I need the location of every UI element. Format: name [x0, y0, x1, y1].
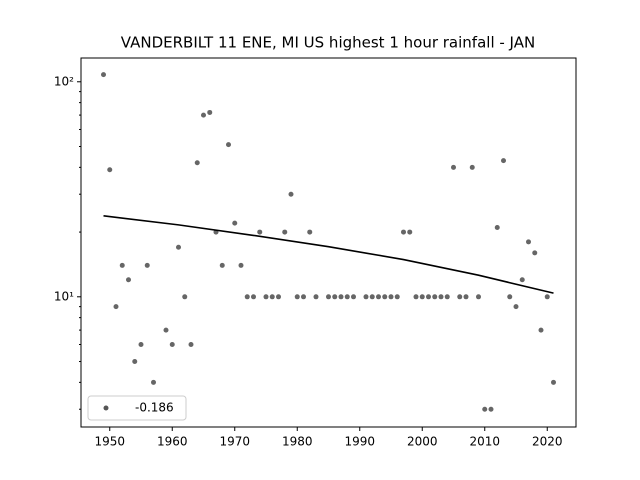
point — [207, 109, 213, 115]
point — [469, 164, 475, 170]
point — [401, 229, 406, 235]
point — [463, 294, 469, 300]
legend-box — [87, 395, 187, 421]
point — [501, 158, 506, 164]
point — [513, 304, 519, 310]
point — [119, 262, 125, 268]
plot-frame — [80, 57, 577, 428]
point — [257, 229, 263, 235]
x-tick-label: 1970 — [219, 435, 250, 449]
point — [219, 262, 225, 268]
x-tick-label: 2010 — [469, 435, 500, 449]
point — [232, 220, 238, 226]
point — [107, 167, 113, 173]
point — [438, 294, 444, 300]
point — [126, 277, 131, 283]
point — [332, 294, 338, 300]
point — [188, 341, 194, 347]
point — [344, 294, 350, 300]
point — [544, 294, 550, 300]
point — [538, 327, 544, 333]
point — [444, 294, 450, 300]
chart-title: VANDERBILT 11 ENE, MI US highest 1 hour … — [121, 34, 535, 52]
point — [288, 191, 294, 197]
point — [351, 294, 356, 300]
point — [388, 294, 394, 300]
x-tick-label: 1950 — [94, 435, 125, 449]
point — [263, 294, 269, 300]
point — [494, 225, 500, 231]
point — [269, 294, 275, 300]
point — [176, 244, 181, 250]
point — [251, 294, 256, 300]
point — [363, 294, 369, 300]
point — [132, 359, 138, 365]
point — [113, 304, 119, 310]
x-tick-label: 1980 — [282, 435, 313, 449]
point — [144, 262, 150, 268]
point — [457, 294, 463, 300]
point — [238, 262, 244, 268]
y-tick-label: 10¹ — [54, 289, 74, 303]
point — [526, 239, 531, 245]
point — [382, 294, 388, 300]
x-tick-label: 1960 — [157, 435, 188, 449]
x-tick-label: 1990 — [344, 435, 375, 449]
point — [482, 406, 488, 412]
point — [451, 164, 456, 170]
point — [182, 294, 188, 300]
point — [476, 294, 481, 300]
point — [376, 294, 381, 300]
point — [532, 250, 538, 256]
x-tick-label: 2020 — [532, 435, 563, 449]
point — [394, 294, 400, 300]
point — [407, 229, 413, 235]
point — [244, 294, 250, 300]
point — [426, 294, 431, 300]
point — [101, 72, 106, 78]
point — [313, 294, 319, 300]
point — [151, 379, 156, 385]
point — [276, 294, 281, 300]
point — [138, 341, 144, 347]
trend-line — [103, 215, 554, 294]
y-tick-label: 10² — [54, 74, 74, 88]
point — [282, 229, 288, 235]
point — [551, 379, 556, 385]
point — [519, 277, 525, 283]
point — [294, 294, 300, 300]
point — [432, 294, 438, 300]
point — [369, 294, 375, 300]
x-tick-label: 2000 — [407, 435, 438, 449]
point — [326, 294, 331, 300]
point — [169, 341, 175, 347]
point — [163, 327, 169, 333]
point — [194, 160, 200, 166]
legend-label: -0.186 — [135, 401, 174, 415]
point — [507, 294, 513, 300]
point — [338, 294, 344, 300]
point — [488, 406, 494, 412]
point — [226, 142, 231, 148]
point — [307, 229, 313, 235]
point — [413, 294, 419, 300]
point — [301, 294, 306, 300]
legend-marker — [103, 405, 109, 411]
point — [419, 294, 425, 300]
point — [201, 112, 206, 118]
